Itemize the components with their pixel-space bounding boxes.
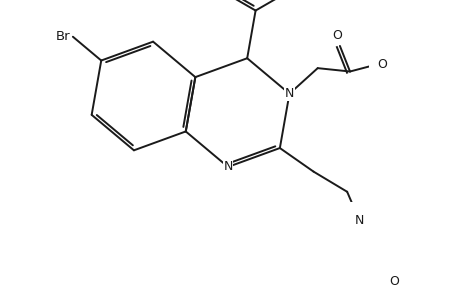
Text: N: N xyxy=(354,214,363,226)
Text: N: N xyxy=(223,160,232,173)
Text: O: O xyxy=(331,29,341,42)
Text: O: O xyxy=(376,58,386,71)
Text: N: N xyxy=(223,160,232,173)
Text: N: N xyxy=(354,214,363,226)
Text: N: N xyxy=(284,87,293,100)
Text: Br: Br xyxy=(56,30,70,43)
Text: N: N xyxy=(284,87,293,100)
Text: O: O xyxy=(388,275,398,288)
